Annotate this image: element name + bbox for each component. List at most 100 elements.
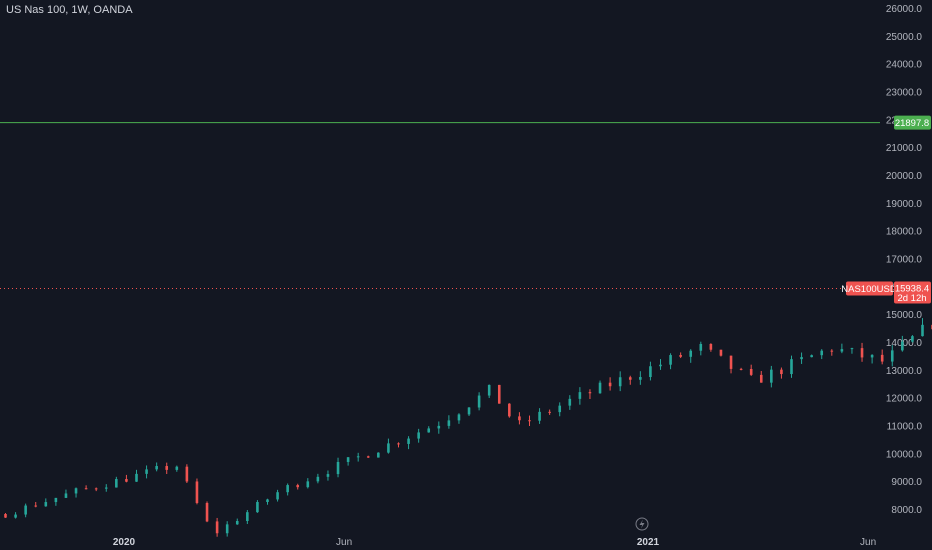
candle-body	[135, 473, 138, 482]
countdown-label: 2d 12h	[897, 293, 926, 304]
candle-body	[749, 369, 753, 375]
candle-body	[780, 369, 783, 375]
y-tick-label: 19000.0	[886, 199, 923, 210]
candle-body	[215, 521, 219, 534]
candle-body	[598, 382, 602, 394]
candle-body	[487, 384, 491, 396]
last-price-label: 15938.4	[895, 284, 929, 295]
candle-body	[850, 348, 854, 350]
candle-body	[14, 514, 17, 518]
candle-body	[225, 524, 229, 534]
candle-body	[74, 488, 78, 494]
candle-body	[790, 359, 793, 375]
candle-body	[356, 456, 360, 458]
candle-body	[246, 512, 249, 521]
y-tick-label: 18000.0	[886, 227, 923, 238]
candle-body	[860, 348, 864, 358]
candle-body	[719, 349, 723, 356]
candle-body	[548, 411, 551, 413]
candle-body	[608, 382, 612, 387]
candle-body	[155, 466, 158, 470]
candle-body	[800, 357, 803, 360]
candle-body	[880, 354, 884, 362]
candle-body	[427, 428, 431, 433]
candle-body	[4, 513, 7, 518]
target-price-label: 21897.8	[895, 118, 929, 129]
y-tick-label: 14000.0	[886, 338, 923, 349]
candle-body	[346, 457, 350, 462]
x-tick-label: 2020	[113, 537, 136, 548]
candle-body	[44, 502, 48, 507]
candle-body	[94, 488, 98, 490]
last-price-tag	[894, 281, 931, 304]
candle-body	[377, 452, 380, 458]
candle-body	[497, 384, 501, 404]
candle-body	[256, 502, 259, 513]
candle-body	[165, 466, 169, 470]
candle-body	[175, 466, 179, 470]
candle-body	[467, 407, 471, 415]
candle-body	[689, 350, 693, 357]
candle-body	[639, 377, 642, 380]
symbol-tag	[846, 281, 893, 296]
candle-body	[477, 395, 481, 408]
candle-body	[336, 461, 340, 475]
candle-body	[195, 481, 199, 503]
candle-body	[558, 405, 562, 413]
candle-body	[24, 505, 27, 515]
candle-body	[901, 341, 904, 351]
candle-body	[578, 392, 582, 399]
y-tick-label: 23000.0	[886, 88, 923, 99]
candle-body	[54, 497, 58, 503]
candle-body	[618, 377, 622, 387]
candle-body	[34, 505, 38, 507]
candle-body	[306, 481, 310, 488]
candle-body	[820, 350, 824, 356]
candle-body	[669, 355, 672, 365]
y-tick-label: 13000.0	[886, 366, 923, 377]
candle-body	[316, 476, 320, 482]
candle-body	[125, 479, 128, 482]
candle-body	[840, 349, 844, 352]
candle-body	[235, 520, 239, 525]
x-tick-label: Jun	[336, 537, 352, 548]
y-tick-label: 10000.0	[886, 449, 923, 460]
candle-body	[921, 324, 924, 337]
candle-body	[830, 350, 834, 352]
candle-body	[538, 411, 541, 421]
y-tick-label: 11000.0	[887, 422, 923, 433]
y-tick-label: 25000.0	[886, 32, 923, 43]
target-price-tag	[894, 115, 931, 130]
candle-body	[145, 469, 148, 474]
candle-body	[266, 499, 269, 503]
candle-body	[457, 414, 461, 421]
y-tick-label: 24000.0	[886, 60, 923, 71]
candle-body	[417, 432, 420, 439]
candle-body	[296, 485, 300, 488]
candles	[4, 318, 932, 537]
candle-body	[709, 343, 713, 350]
candle-body	[659, 364, 662, 367]
symbol-label: NAS100USD	[841, 284, 897, 295]
y-tick-label: 17000.0	[886, 255, 923, 266]
y-tick-label: 8000.0	[891, 505, 922, 516]
candle-body	[326, 474, 330, 477]
candle-body	[407, 438, 410, 444]
candle-body	[397, 443, 400, 445]
candle-body	[870, 354, 874, 358]
x-tick-label: Jun	[860, 537, 876, 548]
candle-body	[447, 420, 451, 426]
y-tick-label: 20000.0	[886, 171, 923, 182]
candle-body	[518, 416, 521, 421]
candle-body	[911, 336, 914, 342]
lightning-icon	[635, 517, 649, 531]
candle-body	[770, 369, 773, 383]
candle-body	[649, 366, 652, 378]
candle-body	[104, 487, 108, 489]
candle-body	[739, 368, 743, 370]
candle-body	[588, 392, 592, 394]
candle-body	[205, 502, 209, 522]
candle-body	[286, 485, 289, 493]
candle-body	[185, 466, 189, 482]
